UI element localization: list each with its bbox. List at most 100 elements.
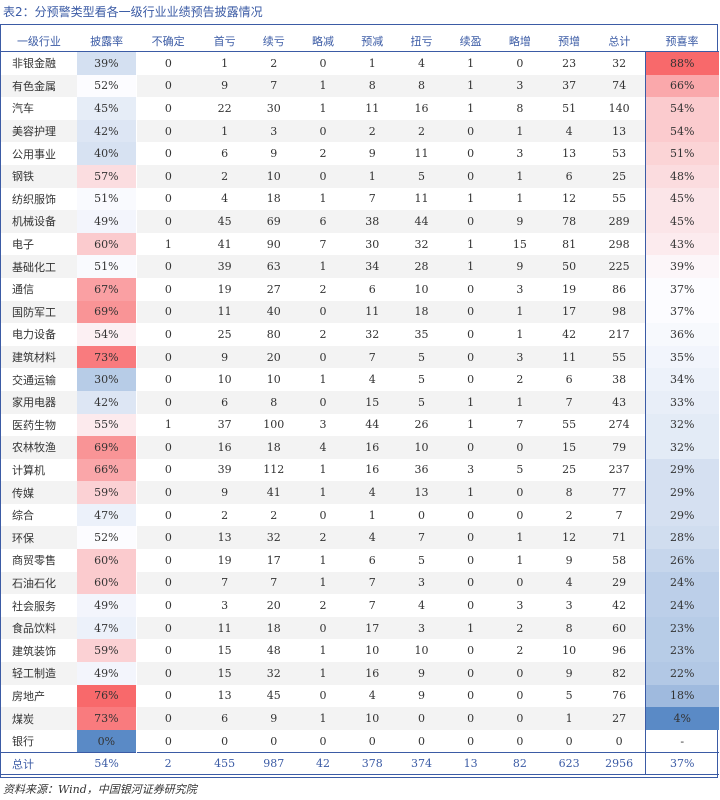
cell-value: 15 [199,662,250,685]
cell-value: 237 [593,458,646,482]
cell-value: 0 [446,526,496,550]
cell-value: 18 [266,192,281,206]
cell-value: 0 [467,644,475,658]
cell-value: 0 [164,599,172,613]
cell-value: 1 [467,418,475,432]
industry-name: 建筑装饰 [12,644,56,658]
cell-value: 5 [516,463,524,477]
cell-value: 0 [467,734,475,748]
cell-value: 23 [562,56,577,70]
cell-value: 0 [368,734,376,748]
cell-value: 13 [199,526,250,550]
cell-value: 1 [467,237,475,251]
cell-value: 25 [217,327,232,341]
table-row: 环保 52% 0 13 32 2 4 7 0 1 12 71 28% [1,526,719,550]
industry-name: 家用电器 [1,390,77,414]
cell-value: 9 [199,74,250,98]
cell-value: 11 [414,192,429,206]
cell-value: 7 [347,345,397,369]
cell-value: 11 [544,345,594,369]
cell-value: 37 [217,418,232,432]
column-header: 总计 [593,31,645,52]
positive-rate: 37% [645,277,719,301]
positive-rate: 54% [645,97,719,120]
positive-rate: 29% [645,481,719,504]
cell-value: 18 [249,436,299,459]
table-row: 计算机 66% 0 39 112 1 16 36 3 5 25 237 29% [1,458,719,482]
disclosure-rate: 49% [76,210,137,233]
cell-value: 16 [365,463,380,477]
cell-value: 60 [593,616,646,640]
cell-value: 0 [446,571,496,595]
cell-value: 39 [199,255,250,278]
cell-value: 7 [544,390,594,414]
table-row: 汽车 45% 0 22 30 1 11 16 1 8 51 140 54% [1,97,719,120]
industry-name: 石油石化 [1,571,77,595]
industry-name: 通信 [12,283,34,297]
positive-rate: 33% [645,390,719,414]
cell-value: 1 [347,164,397,188]
cell-value: 1 [319,463,327,477]
disclosure-rate: 51% [76,187,137,211]
column-header: 一级行业 [1,31,77,52]
cell-value: 32 [365,327,380,341]
cell-value: 96 [593,639,646,663]
cell-value: 18 [396,300,447,324]
table-row: 综合 47% 0 2 2 0 1 0 0 0 2 7 29% [1,503,719,527]
table-row: 公用事业 40% 0 6 9 2 9 11 0 3 13 53 51% [1,142,719,165]
positive-rate: 26% [645,549,719,572]
positive-rate: 45% [645,210,719,233]
cell-value: 1 [467,192,475,206]
cell-value: 0 [136,481,200,504]
total-row: 总计 54% 2 455 987 42 378 374 13 82 623 2956 37% [1,752,719,776]
table-row: 建筑材料 73% 0 9 20 0 7 5 0 3 11 55 35% [1,345,719,369]
cell-value: 7 [319,237,327,251]
cell-value: 0 [446,210,496,233]
cell-value: 37 [544,74,594,98]
column-header: 略减 [298,31,348,52]
positive-rate: 35% [645,345,719,369]
positive-rate: 24% [645,571,719,595]
cell-value: 0 [136,436,200,459]
table-row: 电力设备 54% 0 25 80 2 32 35 0 1 42 217 36% [1,323,719,346]
cell-value: 13 [217,689,232,703]
cell-value: 19 [562,282,577,296]
industry-name: 公用事业 [12,147,56,161]
cell-value: 100 [263,418,285,432]
cell-value: 39 [217,463,232,477]
cell-value: 45 [199,210,250,233]
cell-value: 0 [136,390,200,414]
cell-value: 3 [249,119,299,143]
cell-value: 1 [298,707,348,730]
cell-value: 0 [164,327,172,341]
disclosure-rate: 76% [76,684,137,708]
cell-value: 16 [414,101,429,115]
table-row: 食品饮料 47% 0 11 18 0 17 3 1 2 8 60 23% [1,616,719,640]
industry-name: 纺织服饰 [12,192,56,206]
cell-value: 2 [565,508,573,522]
cell-value: 55 [562,418,577,432]
cell-value: 9 [565,553,573,567]
cell-value: 4 [368,689,376,703]
cell-value: 2 [347,119,397,143]
cell-value: 3 [319,418,327,432]
cell-value: 4 [347,526,397,550]
cell-value: 48 [266,644,281,658]
positive-rate: - [680,734,685,748]
industry-name: 机械设备 [1,210,77,233]
disclosure-rate: 42% [76,390,137,414]
cell-value: 3 [467,463,475,477]
cell-value: 0 [164,689,172,703]
cell-value: 0 [495,571,545,595]
cell-value: 2 [495,616,545,640]
cell-value: 0 [446,436,496,459]
cell-value: 0 [164,56,172,70]
cell-value: 6 [298,210,348,233]
cell-value: 0 [516,689,524,703]
cell-value: 8 [347,74,397,98]
cell-value: 15 [512,237,527,251]
cell-value: 5 [417,373,425,387]
cell-value: 25 [593,164,646,188]
cell-value: 20 [249,345,299,369]
cell-value: 0 [298,345,348,369]
